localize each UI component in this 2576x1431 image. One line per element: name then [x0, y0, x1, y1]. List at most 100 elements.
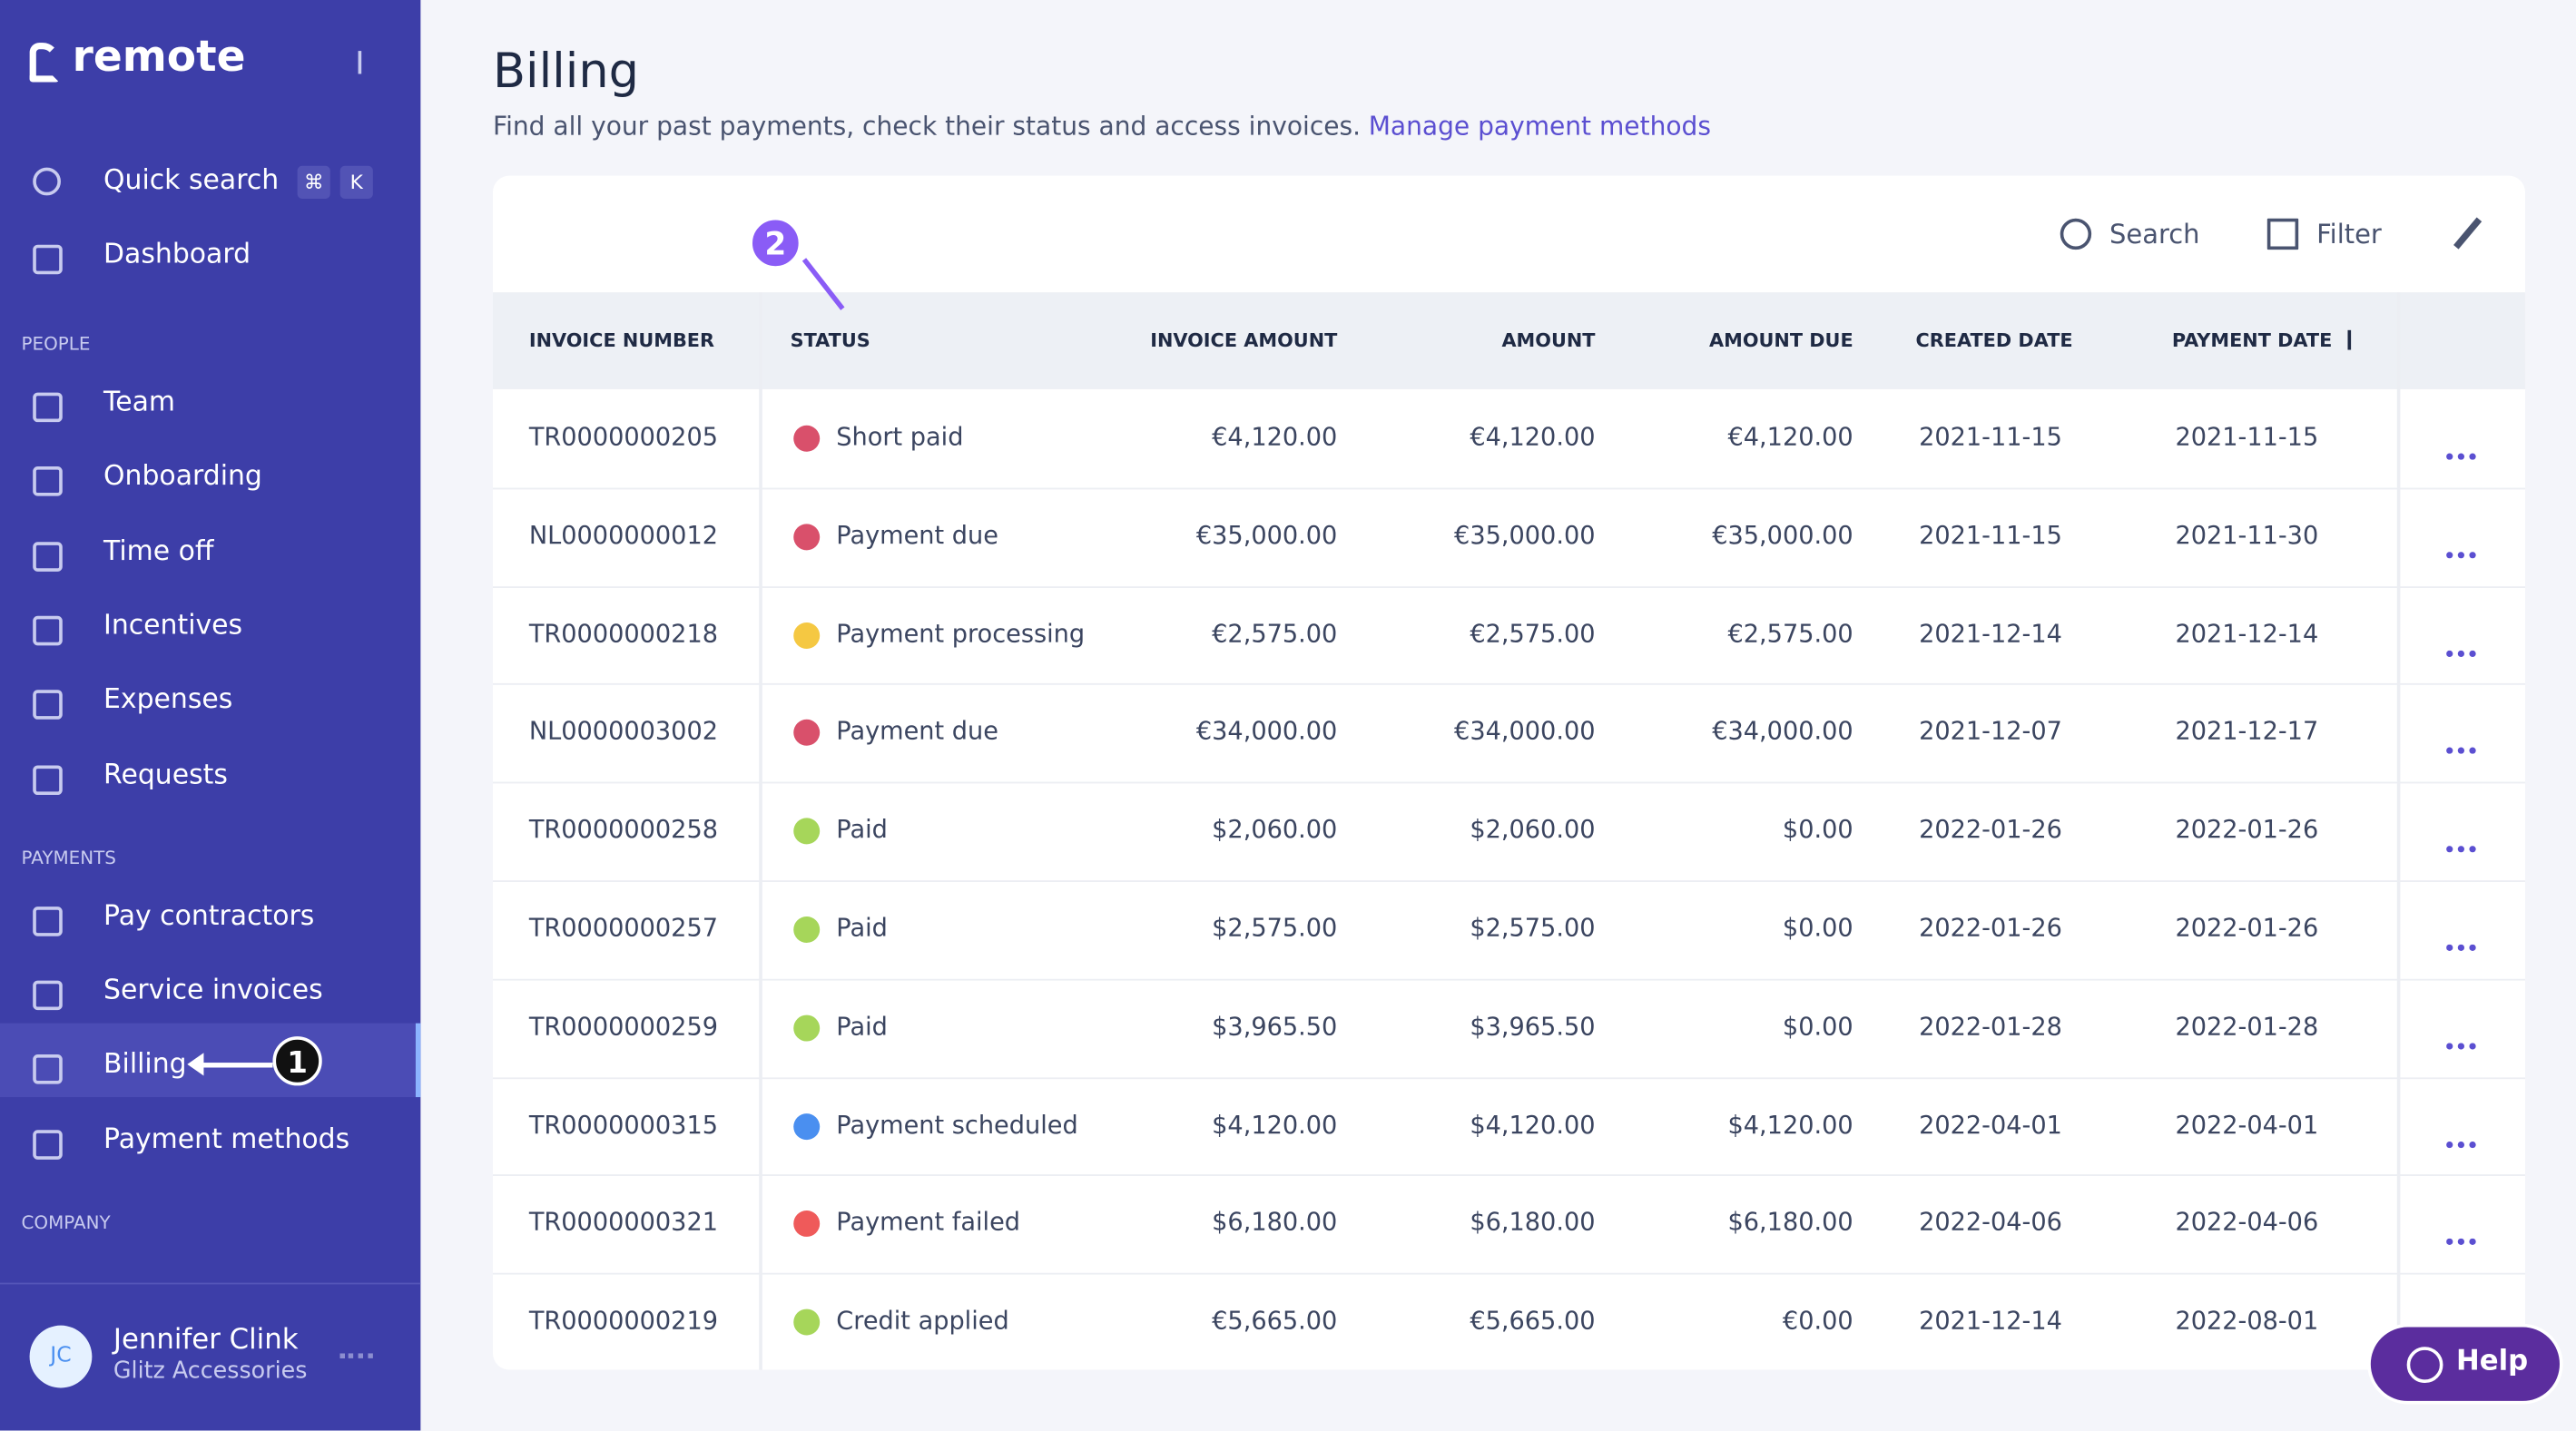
cell: 2021-12-07	[1919, 716, 2062, 747]
cell: €34,000.00	[1195, 716, 1338, 747]
row-divider	[493, 781, 2525, 784]
cell: 2021-12-14	[1919, 1306, 2062, 1336]
nav-icon	[33, 906, 63, 936]
cell: 2022-08-01	[2175, 1306, 2319, 1336]
nav-item[interactable]: Service invoices	[103, 974, 323, 1005]
nav-item[interactable]: Quick search	[103, 164, 280, 196]
cell: $2,575.00	[1470, 913, 1596, 943]
cell: $2,060.00	[1212, 815, 1338, 845]
row-divider	[493, 978, 2525, 981]
cell: TR0000000219	[528, 1306, 719, 1336]
nav-item[interactable]: Pay contractors	[103, 899, 315, 931]
nav-item[interactable]: Billing	[103, 1048, 187, 1080]
avatar: JC	[29, 1325, 93, 1388]
row-actions[interactable]	[2446, 534, 2479, 559]
nav-item[interactable]: Dashboard	[103, 238, 251, 270]
sort-arrow	[2347, 329, 2352, 350]
nav-icon	[33, 541, 63, 572]
status-dot	[793, 1210, 821, 1238]
cell: TR0000000205	[528, 422, 719, 452]
status-dot	[793, 622, 821, 649]
col-divider	[759, 292, 762, 1370]
nav-icon	[33, 244, 63, 275]
page-title: Billing	[493, 43, 639, 99]
nav-item[interactable]: Onboarding	[103, 460, 262, 492]
row-divider	[493, 585, 2525, 588]
cell: Payment due	[836, 716, 998, 747]
cell: 2022-01-26	[2175, 815, 2319, 845]
cell: $2,575.00	[1212, 913, 1338, 943]
cell: $3,965.50	[1470, 1011, 1596, 1042]
column-header[interactable]: INVOICE NUMBER	[528, 328, 715, 352]
help-button[interactable]	[2367, 1323, 2563, 1405]
cell: 2021-11-15	[1919, 520, 2062, 550]
row-actions[interactable]	[2446, 730, 2479, 755]
nav-item[interactable]: Team	[103, 386, 175, 417]
nav-item[interactable]: Incentives	[103, 609, 243, 641]
row-actions[interactable]	[2446, 926, 2479, 951]
cell: 2021-12-14	[1919, 618, 2062, 649]
filter-button[interactable]: Filter	[2316, 218, 2382, 250]
cell: 2022-01-28	[2175, 1011, 2319, 1042]
cell: $0.00	[1782, 815, 1853, 845]
cell: 2021-12-14	[2175, 618, 2319, 649]
cell: €5,665.00	[1470, 1306, 1596, 1336]
row-divider	[493, 1273, 2525, 1275]
nav-icon	[33, 392, 63, 423]
row-actions[interactable]	[2446, 632, 2479, 657]
row-actions[interactable]	[2446, 1024, 2479, 1050]
cell: €35,000.00	[1454, 520, 1596, 550]
cell: €2,575.00	[1470, 618, 1596, 649]
cell: 2021-11-30	[2175, 520, 2319, 550]
status-dot	[793, 916, 821, 943]
column-header[interactable]: INVOICE AMOUNT	[1150, 328, 1338, 352]
annotation-arrowhead	[187, 1053, 204, 1077]
nav-icon	[33, 466, 63, 497]
row-actions[interactable]	[2446, 1122, 2479, 1148]
column-header[interactable]: AMOUNT	[1501, 328, 1596, 352]
search-button[interactable]: Search	[2109, 218, 2200, 250]
cell: €2,575.00	[1727, 618, 1853, 649]
search-icon	[33, 167, 61, 196]
cell: Paid	[836, 1011, 888, 1042]
cell: TR0000000257	[528, 913, 719, 943]
cell: NL0000000012	[528, 520, 718, 550]
nav-icon	[33, 1054, 63, 1085]
column-header[interactable]: PAYMENT DATE	[2171, 328, 2333, 352]
key: K	[339, 165, 373, 200]
cell: €2,575.00	[1212, 618, 1338, 649]
cell: 2022-01-26	[1919, 815, 2062, 845]
nav-icon	[33, 980, 63, 1011]
cell: TR0000000258	[528, 815, 719, 845]
row-divider	[493, 880, 2525, 882]
cell: $4,120.00	[1212, 1109, 1338, 1140]
nav-item[interactable]: Time off	[103, 534, 214, 566]
status-dot	[793, 720, 821, 747]
col-divider	[2396, 292, 2401, 1370]
row-actions[interactable]	[2446, 1221, 2479, 1246]
cell: $2,060.00	[1470, 815, 1596, 845]
status-dot	[793, 1014, 821, 1042]
cell: €0.00	[1782, 1306, 1853, 1336]
user-menu[interactable]	[339, 1353, 373, 1363]
nav-item[interactable]: Expenses	[103, 683, 233, 715]
manage-link[interactable]: Manage payment methods	[1368, 112, 1711, 142]
nav-item[interactable]: Payment methods	[103, 1122, 350, 1154]
row-divider	[493, 1174, 2525, 1177]
column-header[interactable]: STATUS	[790, 328, 870, 352]
cell: Credit applied	[836, 1306, 1009, 1336]
row-actions[interactable]	[2446, 828, 2479, 853]
cell: $3,965.50	[1212, 1011, 1338, 1042]
column-header[interactable]: AMOUNT DUE	[1708, 328, 1853, 352]
column-header[interactable]: CREATED DATE	[1915, 328, 2073, 352]
nav-icon	[33, 1129, 63, 1160]
cell: 2022-04-06	[2175, 1208, 2319, 1238]
cell: TR0000000259	[528, 1011, 719, 1042]
nav-item[interactable]: Requests	[103, 758, 228, 789]
help-icon	[2406, 1347, 2443, 1384]
help-label: Help	[2455, 1345, 2529, 1378]
row-actions[interactable]	[2446, 436, 2479, 460]
cell: Payment processing	[836, 618, 1086, 649]
section-title: COMPANY	[21, 1211, 111, 1234]
